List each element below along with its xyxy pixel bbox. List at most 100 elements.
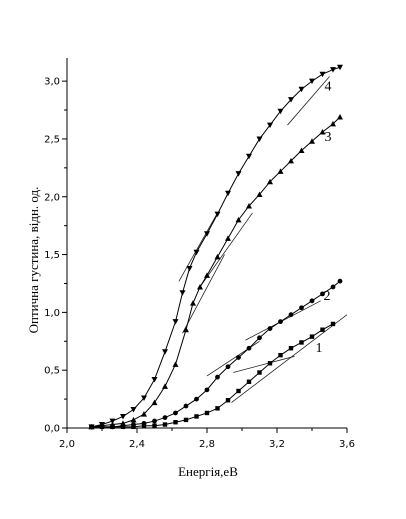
fit-line-series-1 (233, 355, 295, 373)
data-point-series-4 (172, 319, 179, 325)
data-point-series-2 (330, 284, 336, 290)
data-point-series-4 (288, 97, 294, 103)
data-point-series-4 (256, 136, 263, 142)
data-point-series-4 (193, 249, 200, 256)
series-labels: 1 2 3 4 (316, 79, 332, 356)
data-point-series-2 (246, 345, 252, 351)
data-point-series-3 (277, 168, 284, 174)
data-point-series-3 (235, 216, 242, 223)
data-point-series-3 (256, 191, 263, 197)
data-point-series-4 (235, 171, 242, 177)
data-point-series-2 (141, 420, 147, 426)
y-tick-label: 2,5 (44, 134, 60, 145)
data-point-series-2 (267, 326, 273, 331)
data-point-series-1 (309, 334, 315, 339)
fit-line-series-3 (182, 254, 225, 334)
data-point-series-1 (320, 327, 325, 332)
data-point-series-3 (214, 253, 221, 260)
x-axis-title: Енергія,еВ (178, 464, 238, 479)
data-point-series-4 (162, 349, 168, 355)
data-point-series-2 (320, 291, 325, 297)
tick-labels: 2,0 2,4 2,8 3,2 3,6 0,0 0,5 1,0 1,5 2,0 2,5 3,0 (44, 77, 355, 450)
data-point-series-1 (257, 370, 262, 375)
data-point-series-1 (288, 346, 294, 351)
y-tick-label: 1,0 (44, 308, 60, 319)
data-point-series-2 (173, 410, 178, 416)
y-tick-label: 3,0 (44, 77, 60, 88)
data-point-series-3 (109, 421, 116, 428)
data-point-series-3 (183, 326, 189, 333)
data-point-series-3 (120, 420, 126, 426)
x-tick-label: 3,2 (269, 439, 285, 450)
axes (62, 58, 348, 433)
data-point-series-3 (298, 147, 305, 153)
data-point-series-3 (141, 411, 147, 417)
data-point-series-2 (309, 298, 315, 304)
series-label-1: 1 (316, 341, 323, 356)
data-point-series-2 (288, 312, 294, 318)
data-point-series-4 (277, 108, 284, 115)
data-point-series-3 (151, 399, 158, 406)
data-point-series-2 (337, 278, 343, 284)
data-point-series-4 (309, 78, 315, 85)
data-point-series-1 (299, 340, 304, 345)
data-point-series-4 (88, 424, 95, 430)
y-axis-title: Оптична густина, відн. од. (26, 187, 41, 334)
fit-line-series-4 (178, 212, 218, 282)
series-markers (88, 64, 343, 430)
data-point-series-1 (183, 417, 189, 423)
data-point-series-2 (162, 415, 168, 420)
data-point-series-1 (152, 423, 157, 428)
data-point-series-3 (288, 157, 294, 164)
data-point-series-1 (278, 352, 283, 358)
data-point-series-4 (337, 64, 343, 71)
data-point-series-2 (204, 387, 210, 393)
data-point-series-1 (204, 410, 210, 416)
data-point-series-2 (194, 396, 199, 402)
x-tick-label: 2,8 (199, 439, 215, 450)
series-line-3 (91, 116, 341, 428)
data-point-series-2 (183, 403, 189, 409)
data-point-series-2 (131, 422, 136, 427)
data-point-series-4 (109, 418, 116, 425)
data-point-series-3 (246, 203, 252, 209)
series-label-3: 3 (325, 130, 332, 145)
data-point-series-2 (215, 374, 220, 380)
data-point-series-1 (246, 379, 252, 384)
data-point-series-1 (225, 398, 231, 403)
data-point-series-4 (225, 190, 231, 197)
data-point-series-4 (120, 413, 126, 420)
data-point-series-4 (130, 407, 137, 413)
data-point-series-2 (225, 364, 231, 370)
data-point-series-4 (151, 376, 158, 383)
series-line-4 (91, 66, 341, 428)
data-point-series-2 (236, 355, 241, 360)
y-tick-label: 0,5 (44, 366, 60, 377)
data-point-series-1 (236, 388, 241, 394)
data-point-series-3 (197, 283, 203, 290)
data-point-series-2 (299, 305, 304, 311)
data-point-series-4 (186, 265, 193, 272)
data-point-series-4 (141, 395, 147, 401)
data-point-series-3 (309, 138, 315, 144)
data-point-series-3 (172, 361, 179, 367)
data-point-series-4 (214, 211, 221, 218)
fit-line-series-2 (206, 340, 260, 377)
data-point-series-2 (257, 335, 262, 341)
data-point-series-4 (179, 290, 186, 296)
data-point-series-3 (162, 383, 168, 389)
y-tick-label: 1,5 (44, 250, 60, 261)
data-point-series-3 (267, 178, 273, 185)
data-point-series-4 (330, 67, 336, 73)
series-line-1 (91, 323, 334, 428)
series-lines (91, 66, 341, 428)
data-point-series-3 (330, 120, 336, 127)
data-point-series-2 (152, 418, 157, 424)
fit-lines (178, 76, 348, 403)
x-tick-label: 3,6 (339, 439, 355, 450)
fit-line-series-3 (199, 212, 253, 288)
data-point-series-3 (130, 416, 137, 423)
data-point-series-1 (194, 414, 199, 419)
data-point-series-3 (190, 300, 196, 306)
